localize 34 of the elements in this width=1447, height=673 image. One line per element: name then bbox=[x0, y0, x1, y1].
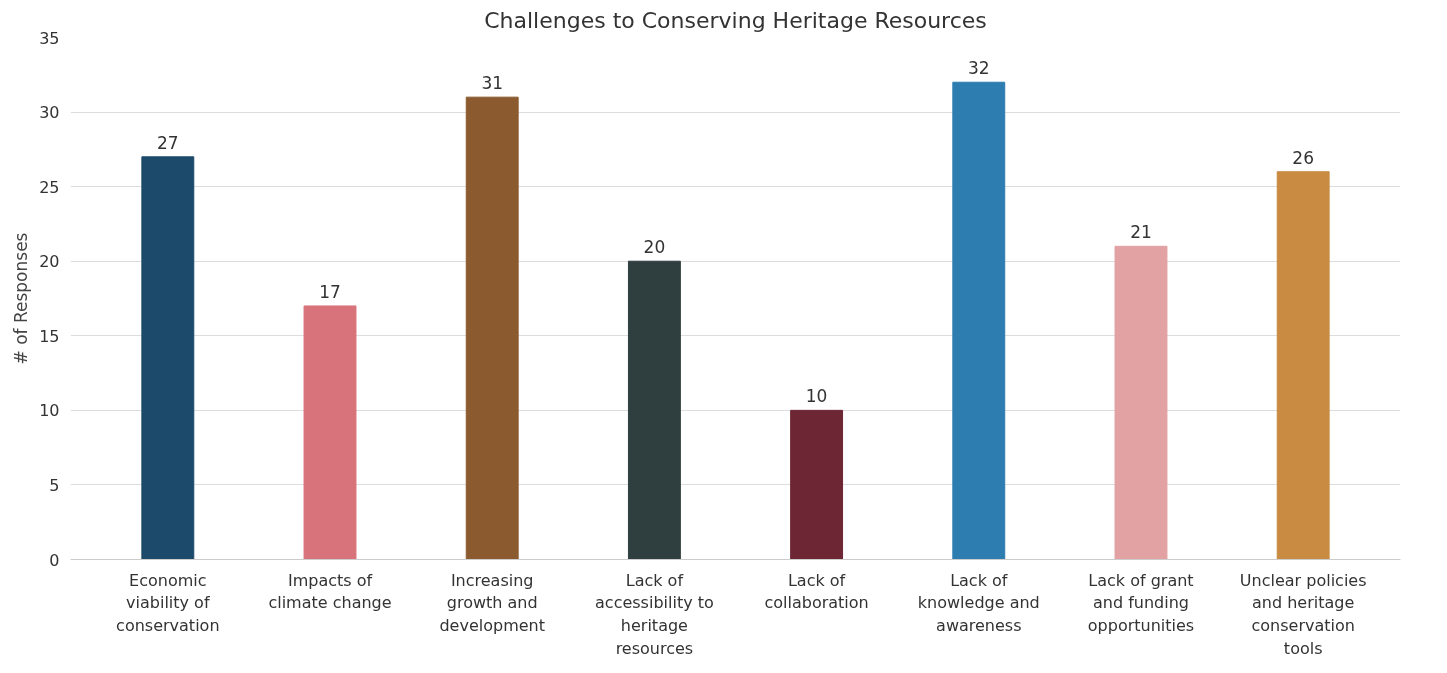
bar bbox=[465, 96, 519, 560]
data-label: 17 bbox=[319, 281, 341, 302]
x-tick-label: Lack of collaboration bbox=[764, 570, 869, 613]
x-tick-label: Lack of grant and funding opportunities bbox=[1087, 570, 1195, 636]
y-tick-label: 0 bbox=[49, 550, 60, 570]
x-tick-label: Unclear policies and heritage conservation tools bbox=[1239, 570, 1367, 658]
x-tick-label: Lack of knowledge and awareness bbox=[917, 570, 1040, 636]
chart-title: Challenges to Conserving Heritage Resources bbox=[484, 7, 987, 33]
y-tick-label: 25 bbox=[39, 177, 60, 197]
y-tick-label: 20 bbox=[39, 252, 60, 272]
data-label: 20 bbox=[643, 237, 666, 258]
y-tick-label: 30 bbox=[39, 103, 60, 123]
x-tick-label: Increasing growth and development bbox=[439, 570, 545, 636]
data-label: 32 bbox=[967, 58, 990, 79]
x-tick-label: Impacts of climate change bbox=[268, 570, 392, 613]
y-axis-title: # of Responses bbox=[11, 232, 32, 365]
bar bbox=[1276, 171, 1330, 560]
data-label: 21 bbox=[1130, 222, 1152, 243]
data-label: 31 bbox=[481, 73, 504, 94]
y-tick-label: 15 bbox=[39, 326, 60, 346]
bar bbox=[952, 81, 1006, 560]
data-label: 10 bbox=[805, 386, 828, 407]
bar bbox=[303, 305, 357, 560]
data-label: 26 bbox=[1292, 147, 1315, 168]
y-tick-label: 10 bbox=[39, 401, 60, 421]
bar bbox=[627, 260, 681, 560]
x-tick-label: Economic viability of conservation bbox=[116, 570, 220, 636]
y-tick-label: 5 bbox=[49, 475, 60, 495]
data-label: 27 bbox=[157, 132, 179, 153]
x-tick-label: Lack of accessibility to heritage resources bbox=[595, 570, 714, 658]
bar bbox=[790, 409, 844, 560]
bar bbox=[1114, 245, 1168, 560]
y-tick-label: 35 bbox=[39, 28, 60, 48]
bar bbox=[141, 156, 195, 560]
